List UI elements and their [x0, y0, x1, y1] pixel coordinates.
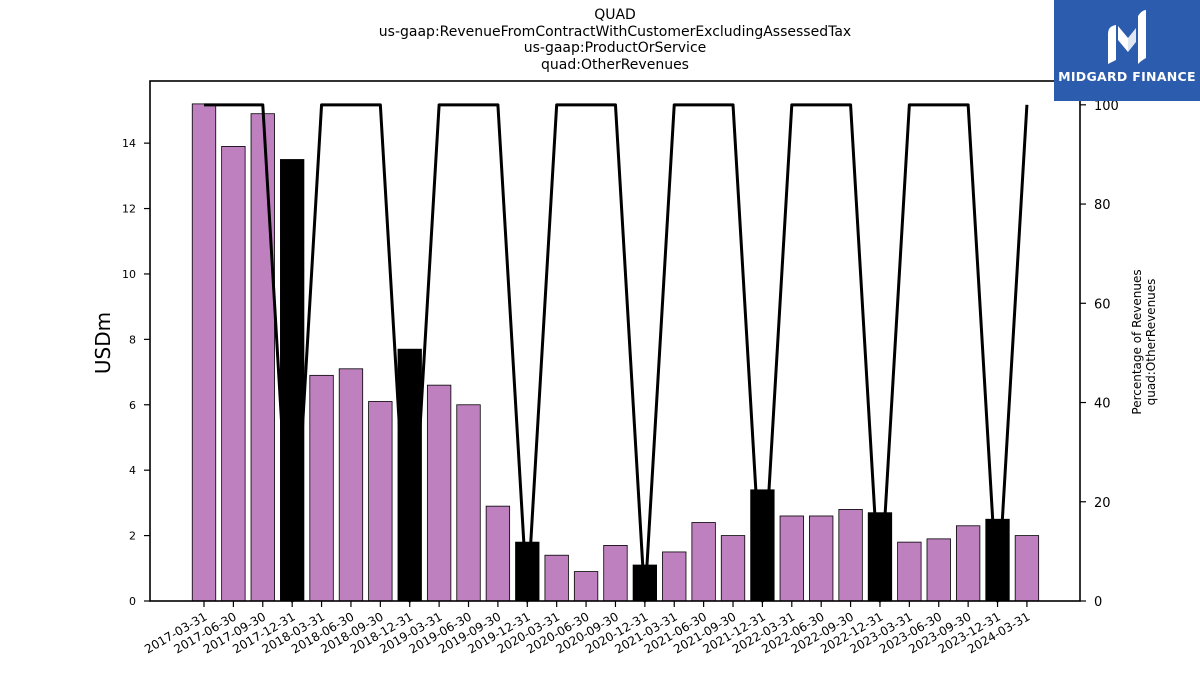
y-tick-label-8: 8	[129, 333, 136, 346]
bar-2022-09-30	[838, 509, 863, 602]
percentage-line	[204, 103, 1029, 603]
y-tick-label-6: 6	[129, 399, 136, 412]
y2-tick-label-80: 80	[1094, 198, 1111, 213]
chart-subtitle-axis: us-gaap:ProductOrService	[523, 40, 707, 56]
bar-2017-03-31	[191, 103, 217, 602]
bar-2017-12-31	[280, 159, 305, 602]
bar-2017-06-30	[221, 146, 246, 602]
chart-subtitle-concept: us-gaap:RevenueFromContractWithCustomerE…	[378, 24, 852, 40]
bar-2021-06-30	[691, 522, 716, 602]
y2-axis-label-line1: Percentage of Revenues	[1130, 269, 1144, 414]
y2-axis-label-line2: quad:OtherRevenues	[1144, 279, 1158, 406]
bar-2024-03-31	[1014, 535, 1040, 602]
y-tick-label-2: 2	[129, 530, 136, 543]
bar-2020-06-30	[573, 571, 599, 602]
bar-2018-03-31	[309, 374, 334, 602]
y2-tick-label-20: 20	[1094, 496, 1111, 511]
y2-tick-label-100: 100	[1094, 99, 1119, 114]
y-tick-label-12: 12	[122, 203, 136, 216]
bar-2020-09-30	[603, 545, 628, 602]
bar-2022-03-31	[779, 515, 804, 602]
bar-2017-09-30	[250, 113, 275, 602]
chart-title: QUAD	[594, 7, 636, 23]
bar-2023-06-30	[926, 538, 951, 602]
y-axis-label: USDm	[91, 312, 115, 374]
y2-tick-label-40: 40	[1094, 397, 1111, 412]
y-tick-label-10: 10	[122, 268, 136, 281]
bar-2018-06-30	[338, 368, 364, 602]
logo-text: MIDGARD FINANCE	[1058, 69, 1196, 84]
bar-2021-09-30	[720, 535, 746, 602]
bar-2022-06-30	[809, 515, 834, 602]
y2-tick-label-0: 0	[1094, 595, 1102, 610]
bar-2019-06-30	[456, 404, 481, 602]
bar-2021-03-31	[662, 551, 687, 602]
bar-2023-03-31	[897, 541, 922, 602]
line-layer	[204, 103, 1029, 603]
bar-2019-09-30	[485, 505, 511, 602]
chart-subtitle-member: quad:OtherRevenues	[541, 57, 689, 73]
midgard-logo-icon	[1108, 10, 1146, 64]
bar-2019-03-31	[426, 384, 452, 602]
y-tick-label-4: 4	[129, 464, 136, 477]
y-tick-label-0: 0	[129, 595, 136, 608]
bar-2023-09-30	[955, 525, 981, 602]
bars-layer	[191, 103, 1040, 602]
y2-tick-label-60: 60	[1094, 297, 1111, 312]
y-tick-label-14: 14	[122, 137, 136, 150]
bar-2018-09-30	[368, 401, 393, 602]
logo: MIDGARD FINANCE	[1054, 0, 1200, 101]
bar-2020-03-31	[544, 554, 569, 602]
